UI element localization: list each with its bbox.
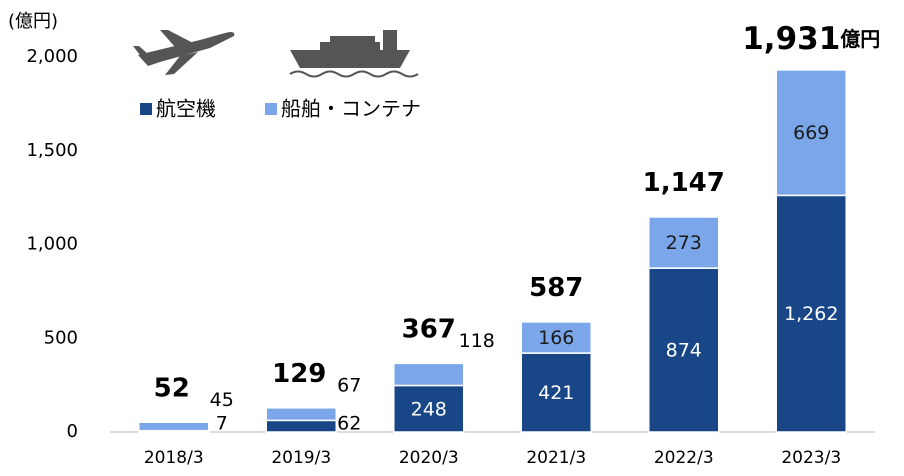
- total-value: 367: [402, 314, 456, 344]
- bar-segment: [265, 419, 337, 433]
- bar-segment: [775, 69, 847, 197]
- data-label: 67: [337, 374, 361, 396]
- total-value: 52: [154, 373, 190, 403]
- data-label: 273: [666, 232, 702, 254]
- legend-label: 航空機: [156, 97, 216, 121]
- total-label: 1,931億円: [742, 20, 880, 56]
- data-label: 45: [210, 389, 234, 411]
- x-tick-label: 2018/3: [144, 448, 204, 468]
- bar-segment: [393, 384, 465, 433]
- bar-segment: [775, 194, 847, 433]
- legend-swatch: [140, 103, 152, 115]
- total-label: 129: [272, 358, 326, 388]
- total-label: 367: [402, 314, 456, 344]
- bar-segment: [520, 321, 592, 354]
- bar-segment: [265, 407, 337, 422]
- data-label: 7: [216, 413, 228, 435]
- total-unit: 億円: [840, 26, 880, 50]
- x-tick-label: 2020/3: [399, 448, 459, 468]
- data-label: 248: [411, 398, 447, 420]
- y-tick-label: 1,500: [26, 140, 78, 161]
- bar-segment: [138, 421, 210, 432]
- total-value: 587: [529, 272, 583, 302]
- legend-swatch: [265, 103, 277, 115]
- x-tick-label: 2023/3: [781, 448, 841, 468]
- bar-segment: [648, 216, 720, 269]
- y-tick-label: 500: [44, 327, 78, 348]
- total-value: 1,931: [742, 20, 840, 56]
- y-tick-label: 1,000: [26, 234, 78, 255]
- y-tick-label: 2,000: [26, 46, 78, 67]
- data-label: 421: [538, 382, 574, 404]
- data-label: 118: [459, 330, 495, 352]
- total-value: 129: [272, 358, 326, 388]
- plane-icon: [133, 30, 235, 75]
- y-unit: (億円): [8, 11, 58, 32]
- data-label: 1,262: [784, 303, 838, 325]
- data-label: 166: [538, 327, 574, 349]
- ship-icon: [289, 30, 419, 78]
- data-label: 669: [793, 122, 829, 144]
- data-label: 62: [337, 413, 361, 435]
- total-label: 1,147: [643, 167, 725, 197]
- total-value: 1,147: [643, 167, 725, 197]
- x-tick-label: 2022/3: [654, 448, 714, 468]
- total-label: 587: [529, 272, 583, 302]
- bar-segment: [393, 362, 465, 387]
- bar-segment: [520, 352, 592, 433]
- legend-label: 船舶・コンテナ: [281, 97, 421, 121]
- y-tick-label: 0: [67, 421, 78, 442]
- data-label: 874: [666, 340, 702, 362]
- total-label: 52: [154, 373, 190, 403]
- x-tick-label: 2021/3: [526, 448, 586, 468]
- x-tick-label: 2019/3: [271, 448, 331, 468]
